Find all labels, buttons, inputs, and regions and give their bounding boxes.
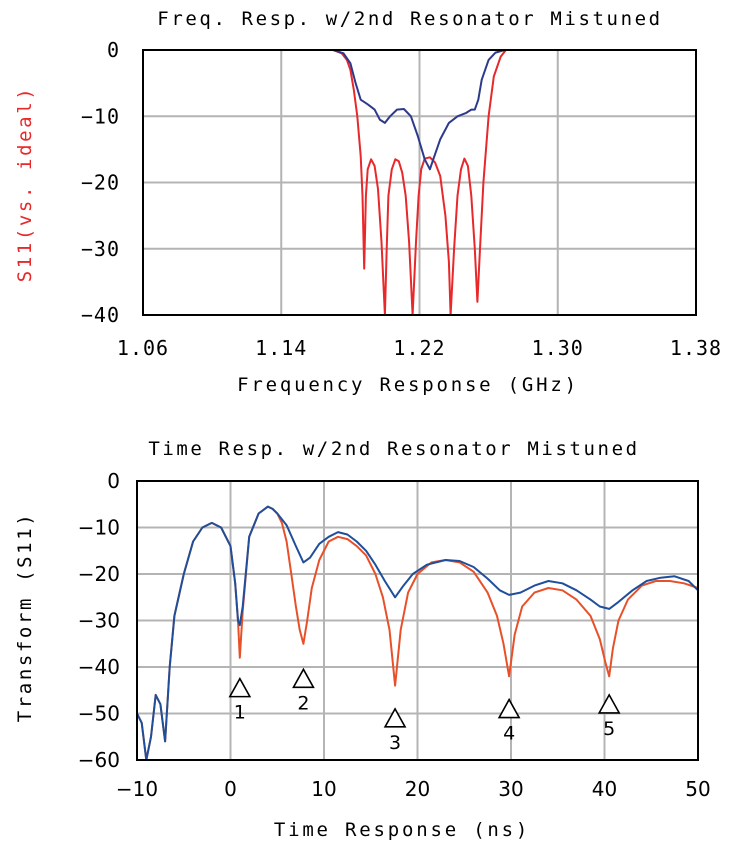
freq-y-axis-label: S11(vs. ideal) [14, 86, 36, 283]
x-tick-label: −10 [116, 777, 158, 801]
time-y-ticks: 0 −10 −20 −30 −40 −50 −60 [78, 469, 120, 772]
y-tick-label: 0 [107, 38, 120, 62]
x-tick-label: 1.14 [255, 336, 307, 360]
freq-x-axis-label: Frequency Response (GHz) [237, 374, 579, 396]
y-tick-label: −30 [81, 237, 120, 261]
time-plot-frame [136, 480, 699, 761]
marker-label: 4 [503, 723, 515, 745]
freq-chart-title: Freq. Resp. w/2nd Resonator Mistuned [157, 8, 662, 30]
freq-chart: Freq. Resp. w/2nd Resonator Mistuned 1.0… [14, 8, 722, 396]
time-grid [137, 481, 698, 760]
time-chart: Time Resp. w/2nd Resonator Mistuned −10 0… [14, 438, 711, 841]
time-series-group [136, 505, 699, 761]
y-tick-label: −40 [78, 655, 120, 679]
time-markers: 1 2 3 4 5 [228, 667, 621, 754]
x-tick-label: 1.06 [117, 336, 169, 360]
y-tick-label: −20 [81, 171, 120, 195]
time-series-mistuned [136, 505, 699, 761]
marker-label: 5 [603, 718, 615, 740]
x-tick-label: 1.38 [670, 336, 722, 360]
x-tick-label: 10 [311, 777, 336, 801]
time-chart-title: Time Resp. w/2nd Resonator Mistuned [148, 438, 639, 460]
x-tick-label: 40 [592, 777, 617, 801]
y-tick-label: −40 [81, 303, 120, 327]
freq-plot-frame [142, 49, 697, 316]
y-tick-label: −20 [78, 562, 120, 586]
marker-label: 3 [389, 732, 401, 754]
marker-triangle [383, 707, 407, 728]
marker-triangle [292, 667, 315, 689]
time-x-axis-label: Time Response (ns) [274, 819, 530, 841]
x-tick-label: 30 [498, 777, 523, 801]
x-tick-label: 20 [405, 777, 430, 801]
x-tick-label: 0 [224, 777, 237, 801]
freq-x-ticks: 1.06 1.14 1.22 1.30 1.38 [117, 336, 722, 360]
x-tick-label: 1.30 [532, 336, 584, 360]
marker-triangle [228, 676, 252, 698]
y-tick-label: −50 [78, 702, 120, 726]
x-tick-label: 50 [685, 777, 710, 801]
marker-triangle [597, 693, 621, 714]
time-y-axis-label: Transform (S11) [14, 512, 36, 723]
y-tick-label: −10 [78, 516, 120, 540]
y-tick-label: −10 [81, 104, 120, 128]
y-tick-label: 0 [107, 469, 120, 493]
marker-label: 1 [234, 702, 246, 724]
x-tick-label: 1.22 [393, 336, 445, 360]
marker-label: 2 [297, 692, 309, 714]
y-tick-label: −30 [78, 609, 120, 633]
y-tick-label: −60 [78, 748, 120, 772]
freq-series-mistuned [143, 49, 696, 171]
time-x-ticks: −10 0 10 20 30 40 50 [116, 777, 711, 801]
marker-triangle [497, 697, 521, 719]
freq-y-ticks: 0 −10 −20 −30 −40 [81, 38, 120, 327]
